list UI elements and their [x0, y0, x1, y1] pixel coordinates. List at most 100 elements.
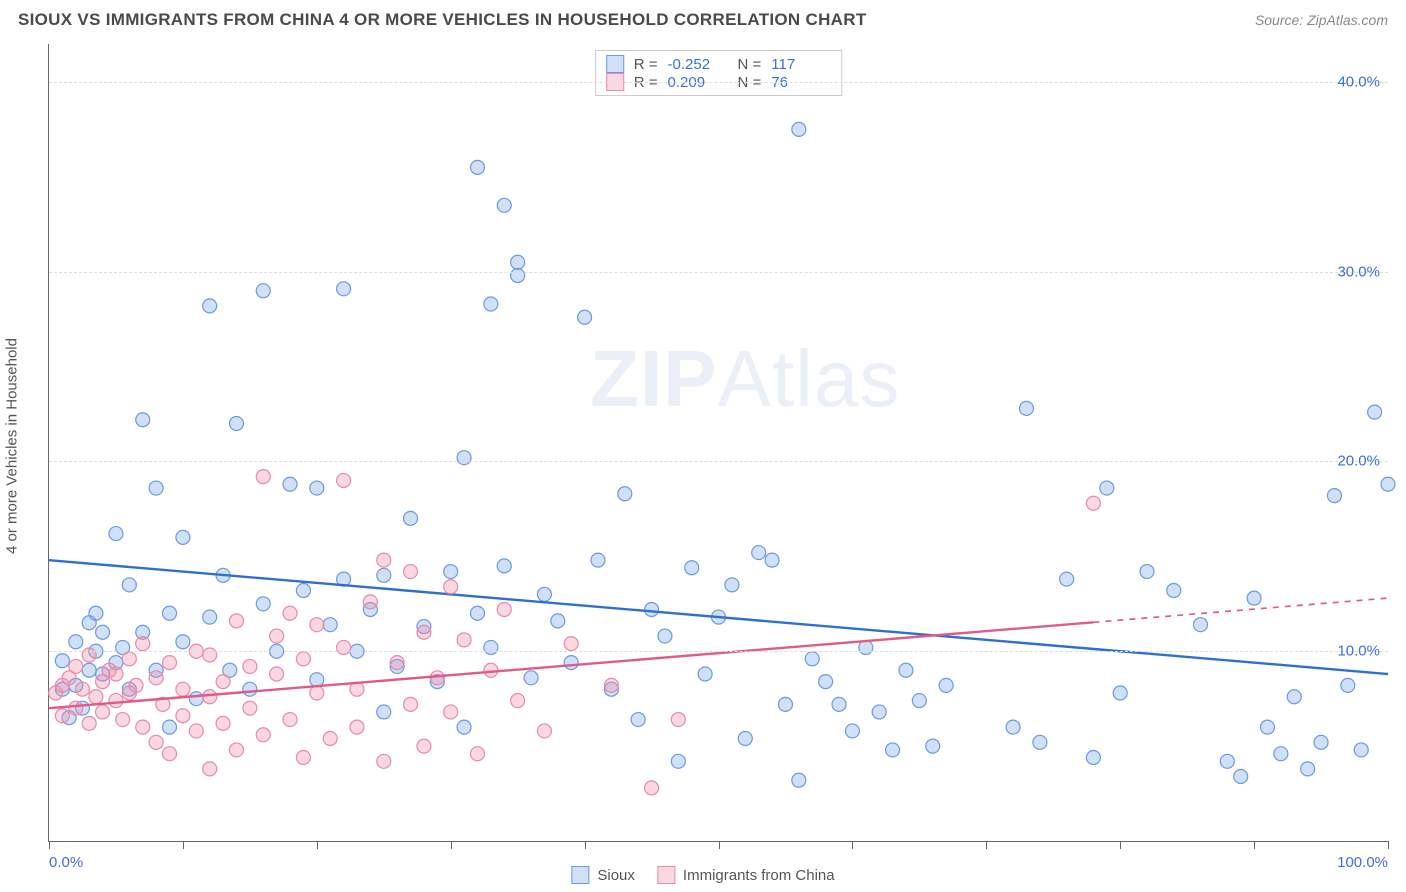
scatter-point: [149, 671, 163, 685]
scatter-point: [1033, 735, 1047, 749]
scatter-point: [270, 667, 284, 681]
scatter-point: [444, 705, 458, 719]
scatter-point: [96, 705, 110, 719]
scatter-point: [203, 648, 217, 662]
scatter-point: [109, 667, 123, 681]
stat-legend-row: R =-0.252N =117: [606, 55, 832, 73]
plot-svg: [49, 44, 1388, 841]
scatter-point: [243, 659, 257, 673]
scatter-point: [163, 606, 177, 620]
x-tick-label: 100.0%: [1337, 854, 1388, 871]
y-tick-label: 20.0%: [1337, 453, 1380, 470]
page-title: SIOUX VS IMMIGRANTS FROM CHINA 4 OR MORE…: [18, 10, 867, 30]
scatter-point: [136, 720, 150, 734]
series-name: Sioux: [597, 867, 635, 884]
y-tick-label: 40.0%: [1337, 73, 1380, 90]
legend-r-value: -0.252: [668, 56, 728, 73]
scatter-point: [537, 724, 551, 738]
scatter-point: [1019, 401, 1033, 415]
scatter-point: [75, 682, 89, 696]
x-tick: [585, 841, 586, 849]
scatter-point: [149, 735, 163, 749]
x-tick: [49, 841, 50, 849]
scatter-point: [444, 565, 458, 579]
scatter-point: [511, 694, 525, 708]
scatter-point: [1247, 591, 1261, 605]
scatter-point: [1220, 754, 1234, 768]
scatter-point: [1194, 618, 1208, 632]
x-tick: [1120, 841, 1121, 849]
scatter-point: [82, 648, 96, 662]
scatter-point: [1260, 720, 1274, 734]
scatter-point: [551, 614, 565, 628]
scatter-point: [310, 618, 324, 632]
scatter-point: [671, 713, 685, 727]
scatter-point: [470, 606, 484, 620]
series-legend-item: Immigrants from China: [657, 866, 835, 884]
x-tick-label: 0.0%: [49, 854, 83, 871]
scatter-point: [296, 584, 310, 598]
scatter-point: [149, 481, 163, 495]
scatter-point: [203, 762, 217, 776]
scatter-point: [256, 597, 270, 611]
scatter-point: [189, 724, 203, 738]
y-tick-label: 10.0%: [1337, 643, 1380, 660]
scatter-point: [337, 282, 351, 296]
scatter-point: [778, 697, 792, 711]
scatter-point: [845, 724, 859, 738]
series-name: Immigrants from China: [683, 867, 835, 884]
scatter-point: [296, 652, 310, 666]
scatter-point: [1341, 678, 1355, 692]
scatter-point: [229, 614, 243, 628]
scatter-point: [578, 310, 592, 324]
scatter-point: [189, 692, 203, 706]
scatter-point: [832, 697, 846, 711]
scatter-point: [484, 663, 498, 677]
scatter-point: [497, 198, 511, 212]
scatter-point: [216, 716, 230, 730]
scatter-point: [350, 720, 364, 734]
scatter-point: [1368, 405, 1382, 419]
scatter-point: [457, 451, 471, 465]
scatter-point: [1006, 720, 1020, 734]
scatter-point: [805, 652, 819, 666]
trend-line: [49, 560, 1388, 674]
scatter-point: [256, 728, 270, 742]
scatter-point: [444, 580, 458, 594]
scatter-point: [203, 690, 217, 704]
legend-swatch: [571, 866, 589, 884]
scatter-point: [470, 160, 484, 174]
series-legend: Sioux Immigrants from China: [571, 866, 834, 884]
gridline: [49, 651, 1388, 652]
scatter-point: [631, 713, 645, 727]
scatter-point: [497, 559, 511, 573]
scatter-point: [82, 716, 96, 730]
scatter-point: [96, 625, 110, 639]
trend-line: [49, 622, 1093, 708]
scatter-point: [176, 530, 190, 544]
scatter-point: [122, 578, 136, 592]
scatter-point: [912, 694, 926, 708]
scatter-point: [89, 690, 103, 704]
scatter-point: [203, 610, 217, 624]
scatter-point: [671, 754, 685, 768]
scatter-point: [1381, 477, 1395, 491]
scatter-point: [283, 606, 297, 620]
scatter-point: [591, 553, 605, 567]
trend-line-extrapolated: [1093, 598, 1388, 622]
scatter-point: [1086, 751, 1100, 765]
scatter-point: [363, 595, 377, 609]
scatter-point: [658, 629, 672, 643]
scatter-point: [323, 618, 337, 632]
scatter-point: [872, 705, 886, 719]
scatter-point: [1113, 686, 1127, 700]
scatter-point: [819, 675, 833, 689]
scatter-point: [926, 739, 940, 753]
scatter-point: [283, 477, 297, 491]
scatter-point: [752, 546, 766, 560]
scatter-point: [417, 739, 431, 753]
scatter-point: [89, 606, 103, 620]
y-tick-label: 30.0%: [1337, 263, 1380, 280]
scatter-point: [497, 602, 511, 616]
scatter-point: [604, 678, 618, 692]
